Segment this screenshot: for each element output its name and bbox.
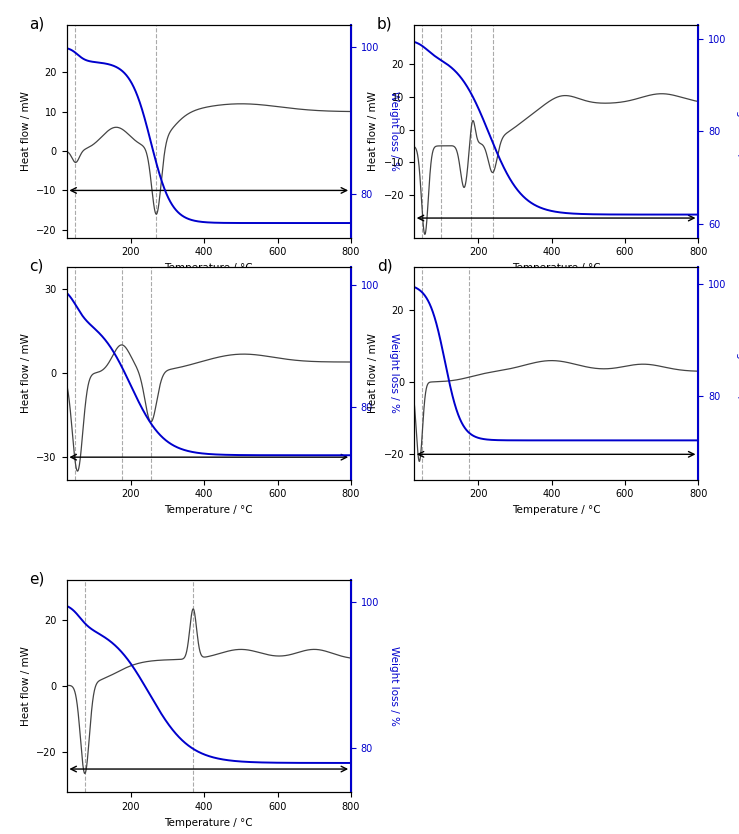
Y-axis label: Weight loss / %: Weight loss / % [389, 92, 398, 171]
Text: d): d) [377, 259, 392, 274]
Y-axis label: Heat flow / mW: Heat flow / mW [21, 334, 31, 413]
Text: b): b) [377, 17, 392, 32]
X-axis label: Temperature / °C: Temperature / °C [512, 263, 600, 273]
Text: a): a) [30, 17, 45, 32]
Text: e): e) [30, 571, 45, 586]
X-axis label: Temperature / °C: Temperature / °C [512, 505, 600, 515]
X-axis label: Temperature / °C: Temperature / °C [165, 817, 253, 827]
Y-axis label: Weight loss / %: Weight loss / % [389, 646, 398, 726]
X-axis label: Temperature / °C: Temperature / °C [165, 263, 253, 273]
Y-axis label: Heat flow / mW: Heat flow / mW [368, 92, 378, 171]
Y-axis label: Weight loss / %: Weight loss / % [736, 92, 739, 171]
Y-axis label: Weight loss / %: Weight loss / % [389, 334, 398, 413]
Y-axis label: Heat flow / mW: Heat flow / mW [21, 92, 31, 171]
Y-axis label: Weight loss / %: Weight loss / % [736, 334, 739, 413]
Y-axis label: Heat flow / mW: Heat flow / mW [368, 334, 378, 413]
Text: c): c) [30, 259, 44, 274]
X-axis label: Temperature / °C: Temperature / °C [165, 505, 253, 515]
Y-axis label: Heat flow / mW: Heat flow / mW [21, 646, 31, 726]
